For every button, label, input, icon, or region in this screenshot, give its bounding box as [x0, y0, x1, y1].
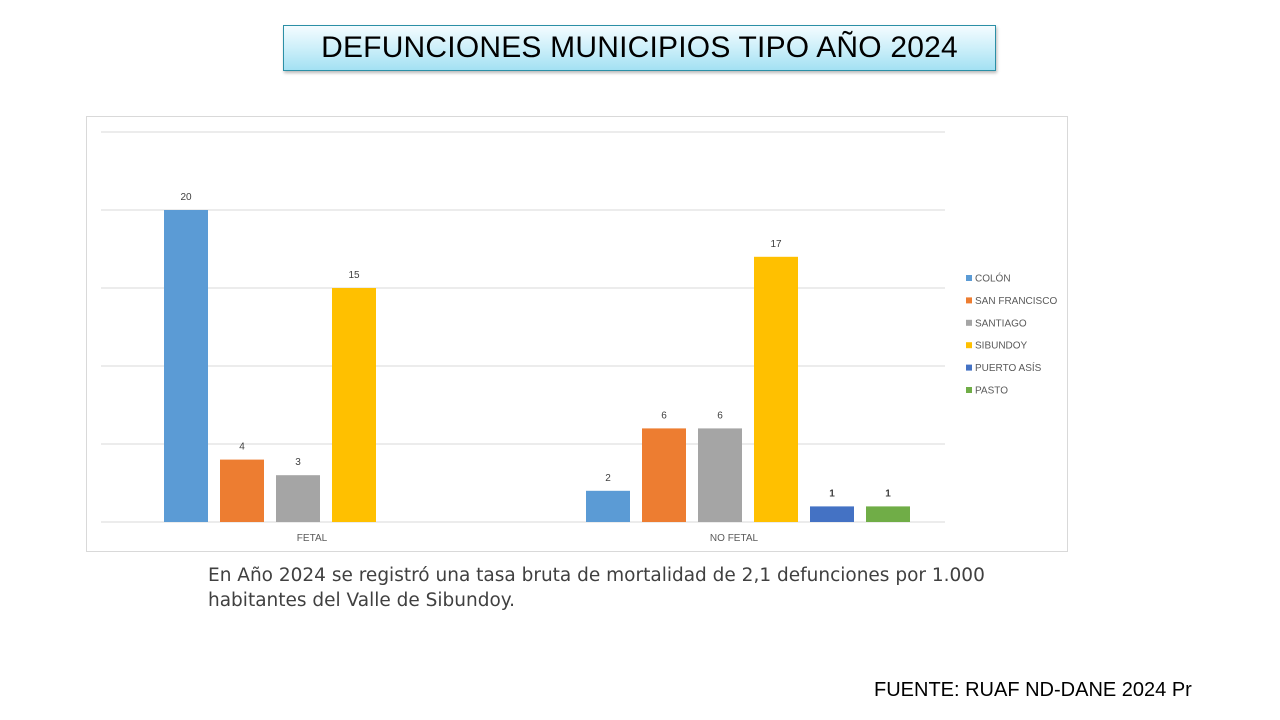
legend-label: SANTIAGO: [975, 318, 1027, 329]
legend-swatch: [966, 275, 972, 281]
legend-swatch: [966, 342, 972, 349]
legend-label: SAN FRANCISCO: [975, 296, 1057, 307]
source-label: FUENTE: RUAF ND-DANE 2024 Pr: [874, 679, 1192, 701]
legend-label: SIBUNDOY: [975, 341, 1028, 352]
title-box: DEFUNCIONES MUNICIPIOS TIPO AÑO 2024: [283, 25, 996, 71]
bar: [698, 428, 742, 522]
legend-label: PUERTO ASÍS: [975, 361, 1042, 374]
data-label: 2: [605, 473, 611, 484]
bar: [810, 506, 854, 522]
legend-label: COLÓN: [975, 272, 1011, 285]
data-label: 15: [348, 270, 360, 281]
bar: [642, 428, 686, 522]
legend-swatch: [966, 387, 972, 393]
mortality-note: En Año 2024 se registró una tasa bruta d…: [208, 565, 985, 611]
x-tick-label: NO FETAL: [710, 533, 759, 544]
bar: [866, 506, 910, 522]
data-label: 6: [717, 410, 723, 421]
page-title: DEFUNCIONES MUNICIPIOS TIPO AÑO 2024: [321, 31, 958, 64]
data-label: 3: [295, 457, 301, 468]
data-label: 20: [180, 192, 192, 203]
data-label: 4: [239, 442, 245, 453]
data-label: 1: [885, 488, 891, 499]
data-label: 1: [829, 488, 835, 499]
legend-label: PASTO: [975, 386, 1008, 397]
legend-swatch: [966, 319, 972, 326]
legend-swatch: [966, 297, 972, 304]
bar: [276, 475, 320, 522]
bar: [164, 210, 208, 522]
bar: [332, 288, 376, 522]
data-label: 6: [661, 410, 667, 421]
data-label: 17: [770, 239, 782, 250]
chart: 20 4 3 15 FETAL 2 6 6 17 1 1 NO FETAL COLÓN SAN FRANC…: [101, 131, 1057, 544]
chart-frame: 20 4 3 15 FETAL 2 6 6 17 1 1 NO FETAL COLÓN SAN FRANC…: [86, 116, 1068, 552]
legend-swatch: [966, 364, 972, 371]
bar: [220, 459, 264, 522]
bar: [586, 490, 630, 522]
x-tick-label: FETAL: [297, 533, 328, 544]
bar: [754, 256, 798, 522]
